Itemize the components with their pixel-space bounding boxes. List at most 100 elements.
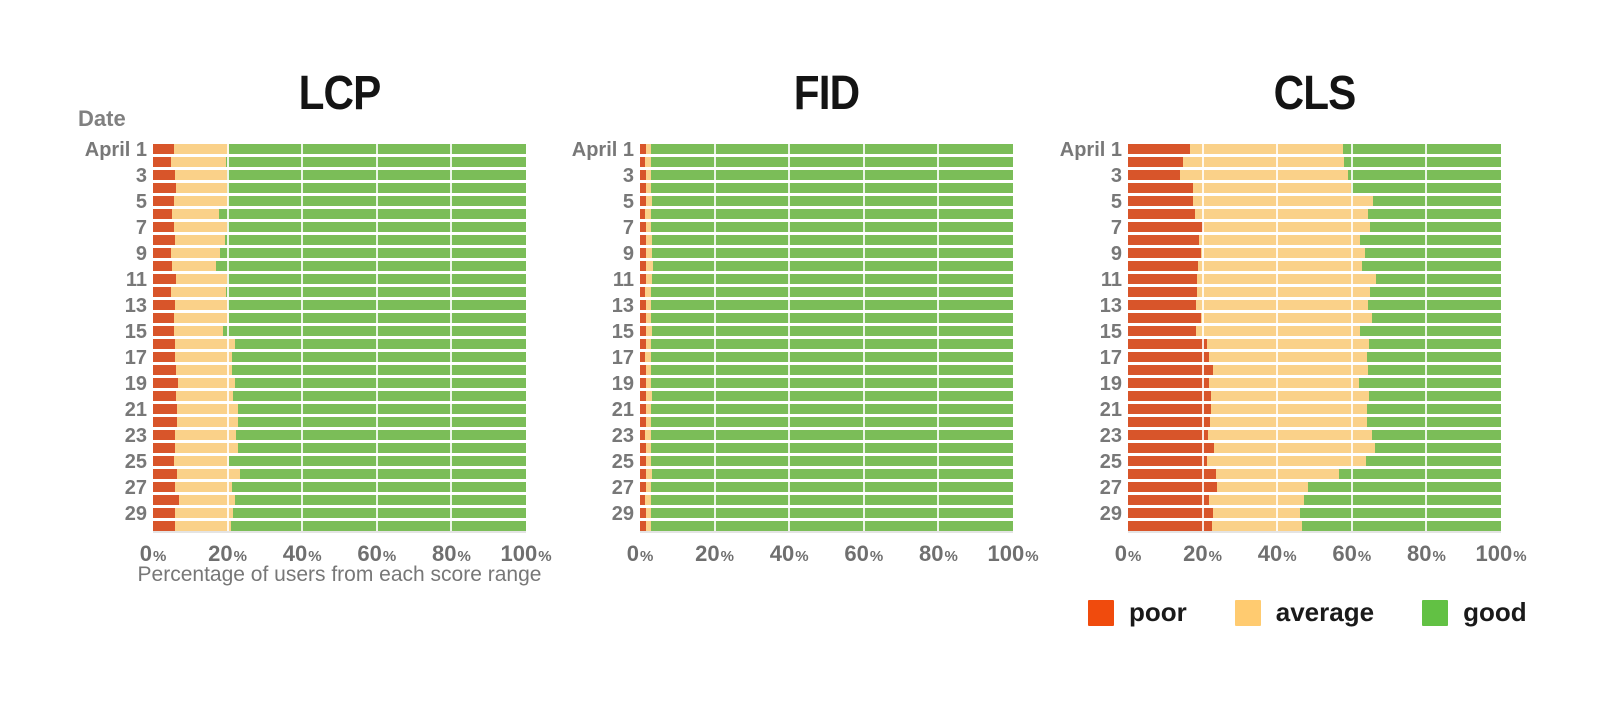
y-tick-label: 7: [1110, 217, 1122, 239]
bar-row-april-15: [640, 326, 1013, 336]
bar-row-april-3: [640, 170, 1013, 180]
lcp-x-axis-ticks: 0% 20% 40% 60% 80% 100%: [140, 541, 552, 571]
bar-segment-good: [651, 508, 1013, 518]
bar-row-april-8: [153, 235, 526, 245]
bar-row-april-13: [1128, 300, 1501, 310]
bar-row-april-20: [1128, 391, 1501, 401]
bar-segment-poor: [640, 222, 646, 232]
bar-row-april-7: [640, 222, 1013, 232]
bar-row-april-23: [1128, 430, 1501, 440]
x-tick-label: 60%: [357, 541, 396, 567]
fid-x-axis-ticks: 0% 20% 40% 60% 80% 100%: [627, 541, 1039, 571]
y-tick-label: 23: [124, 425, 147, 447]
bar-row-april-11: [153, 274, 526, 284]
bar-segment-average: [645, 339, 652, 349]
bar-segment-good: [1366, 352, 1501, 362]
y-tick-label: 19: [124, 373, 147, 395]
bar-row-april-14: [1128, 313, 1501, 323]
bar-segment-good: [1368, 339, 1501, 349]
bar-segment-good: [1343, 144, 1501, 154]
bar-segment-good: [651, 521, 1013, 531]
bar-segment-average: [175, 521, 232, 531]
bar-row-april-29: [153, 508, 526, 518]
bar-segment-good: [1338, 469, 1501, 479]
bar-segment-average: [645, 482, 652, 492]
gridline-20: [1201, 144, 1204, 531]
bar-segment-poor: [1128, 521, 1212, 531]
bar-row-april-6: [640, 209, 1013, 219]
bar-segment-poor: [1128, 417, 1211, 427]
bar-row-april-22: [640, 417, 1013, 427]
bar-segment-poor: [640, 248, 646, 258]
bar-segment-average: [645, 404, 652, 414]
bar-segment-good: [651, 482, 1013, 492]
bar-segment-good: [651, 417, 1013, 427]
bar-segment-average: [645, 300, 652, 310]
bar-segment-average: [645, 508, 652, 518]
bar-segment-poor: [153, 417, 178, 427]
bar-segment-poor: [153, 144, 174, 154]
x-tick-number: 80: [431, 541, 457, 566]
bar-segment-average: [1213, 508, 1300, 518]
bar-segment-poor: [1128, 222, 1203, 232]
bar-segment-good: [235, 495, 526, 505]
x-tick-number: 20: [208, 541, 233, 566]
x-tick-label: 100%: [987, 541, 1038, 567]
bar-segment-poor: [153, 183, 177, 193]
bar-segment-average: [1208, 430, 1373, 440]
bar-segment-average: [1212, 365, 1369, 375]
bar-row-april-7: [1128, 222, 1501, 232]
bar-row-april-7: [153, 222, 526, 232]
bar-row-april-15: [1128, 326, 1501, 336]
bar-segment-average: [1208, 495, 1305, 505]
x-tick-number: 100: [1475, 541, 1513, 566]
bar-segment-good: [650, 209, 1013, 219]
bar-segment-good: [1364, 248, 1501, 258]
bar-segment-good: [1372, 430, 1501, 440]
gridline-60: [375, 144, 378, 531]
bar-segment-poor: [640, 417, 646, 427]
bar-row-april-24: [1128, 443, 1501, 453]
bar-segment-poor: [1128, 248, 1202, 258]
x-tick-number: 0: [1114, 541, 1127, 566]
y-tick-label: 15: [1099, 321, 1122, 343]
bar-segment-good: [651, 495, 1013, 505]
bar-segment-good: [651, 144, 1013, 154]
bar-segment-average: [1201, 313, 1373, 323]
x-tick-label: 60%: [844, 541, 883, 567]
chart-title-fid: FID: [793, 67, 860, 120]
y-tick-label: 15: [124, 321, 147, 343]
x-tick-number: 60: [357, 541, 382, 566]
bar-segment-poor: [1128, 287, 1197, 297]
bar-segment-good: [1370, 222, 1501, 232]
y-tick-label: 27: [1099, 477, 1122, 499]
bar-segment-average: [645, 365, 652, 375]
x-tick-number: 100: [987, 541, 1025, 566]
bar-segment-average: [1183, 157, 1344, 167]
bar-segment-poor: [1128, 209, 1195, 219]
legend: poor average good: [1088, 597, 1527, 628]
y-tick-label: 25: [124, 451, 147, 473]
bar-segment-poor: [1128, 261, 1199, 271]
bar-segment-poor: [153, 365, 177, 375]
bar-segment-average: [645, 443, 652, 453]
bar-segment-good: [232, 365, 526, 375]
bar-segment-poor: [1128, 313, 1202, 323]
bar-segment-poor: [153, 287, 172, 297]
bar-segment-good: [219, 248, 526, 258]
y-tick-label: 23: [1099, 425, 1122, 447]
bar-segment-good: [1343, 157, 1501, 167]
chart-cls: CLS April 1 3 5 7 9 11 13 15 17 19 21 23 25 27 29 0% 20…: [1060, 0, 1527, 660]
chart-fid: FID April 1 3 5 7 9 11 13 15 17 19 21 23 25 27 29 0% 20…: [572, 0, 1039, 660]
bar-row-april-12: [640, 287, 1013, 297]
bar-segment-average: [173, 144, 229, 154]
gridline-40: [1276, 144, 1279, 531]
bar-row-april-13: [153, 300, 526, 310]
x-tick-number: 20: [1183, 541, 1208, 566]
y-tick-label: 3: [622, 165, 634, 187]
bar-segment-poor: [1128, 183, 1194, 193]
bar-segment-poor: [640, 521, 646, 531]
y-axis-title: Date: [78, 106, 126, 131]
bar-segment-good: [651, 391, 1013, 401]
bar-segment-poor: [640, 235, 646, 245]
